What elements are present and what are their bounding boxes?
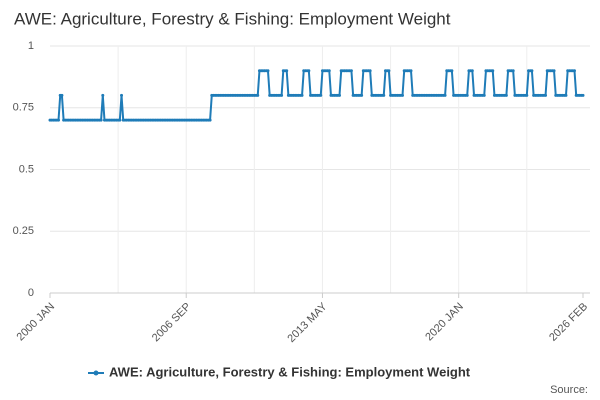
data-point (337, 93, 341, 97)
data-point (280, 93, 284, 97)
data-point (400, 93, 404, 97)
data-point (208, 118, 212, 122)
y-tick-label: 0.75 (13, 102, 34, 114)
data-point (349, 69, 353, 73)
data-point (387, 69, 391, 73)
data-point (572, 69, 576, 73)
data-point (266, 69, 270, 73)
data-point (552, 69, 556, 73)
data-point (307, 69, 311, 73)
data-point (581, 93, 585, 97)
data-point (382, 93, 386, 97)
data-point (101, 93, 105, 97)
data-point (564, 93, 568, 97)
data-point (511, 69, 515, 73)
data-point (544, 93, 548, 97)
legend-marker (93, 370, 99, 376)
data-point (482, 93, 486, 97)
x-tick-label: 2000 JAN (15, 301, 58, 344)
data-point (118, 118, 122, 122)
y-tick-label: 0 (28, 287, 34, 299)
data-point (409, 69, 413, 73)
data-point (285, 69, 289, 73)
data-point (450, 69, 454, 73)
data-point (530, 69, 534, 73)
data-point (256, 93, 260, 97)
data-point (300, 93, 304, 97)
data-point (465, 93, 469, 97)
x-tick-label: 2013 MAY (285, 300, 330, 345)
data-point (368, 69, 372, 73)
data-point (504, 93, 508, 97)
y-tick-label: 0.25 (13, 225, 34, 237)
data-point (491, 69, 495, 73)
data-point (327, 69, 331, 73)
data-point (470, 69, 474, 73)
y-tick-label: 1 (28, 40, 34, 52)
data-point (99, 118, 103, 122)
data-point (57, 118, 61, 122)
x-tick-label: 2026 FEB (547, 301, 590, 344)
chart-title: AWE: Agriculture, Forestry & Fishing: Em… (14, 9, 451, 28)
data-point (443, 93, 447, 97)
y-tick-label: 0.5 (19, 163, 34, 175)
data-point (120, 93, 124, 97)
data-point (319, 93, 323, 97)
x-tick-label: 2020 JAN (423, 301, 466, 344)
source: Source: (550, 384, 588, 396)
x-tick-label: 2006 SEP (150, 301, 194, 345)
data-point (525, 93, 529, 97)
data-point (60, 93, 64, 97)
legend-label: AWE: Agriculture, Forestry & Fishing: Em… (109, 364, 471, 379)
data-point (360, 93, 364, 97)
